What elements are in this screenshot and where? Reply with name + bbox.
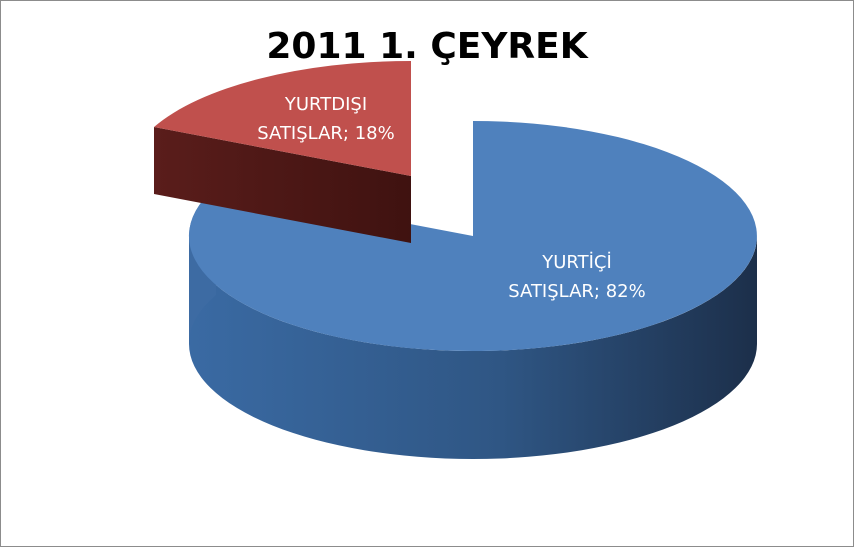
slice-side-yurtici — [189, 236, 757, 459]
data-label-yurtdisi-line-1: YURTDIŞI — [284, 94, 367, 115]
slice-yurtici — [188, 121, 757, 351]
chart-title: 2011 1. ÇEYREK — [266, 26, 588, 67]
slice-yurtdisi — [154, 60, 411, 176]
data-label-yurtici: YURTİÇİ SATIŞLAR; 82% — [508, 252, 645, 302]
slice-side-yurtdisi — [154, 127, 411, 243]
data-label-yurtdisi: YURTDIŞI SATIŞLAR; 18% — [257, 94, 394, 144]
data-label-yurtici-line-1: YURTİÇİ — [541, 252, 612, 273]
data-label-yurtdisi-line-2: SATIŞLAR; 18% — [257, 123, 394, 144]
data-label-yurtici-line-2: SATIŞLAR; 82% — [508, 281, 645, 302]
